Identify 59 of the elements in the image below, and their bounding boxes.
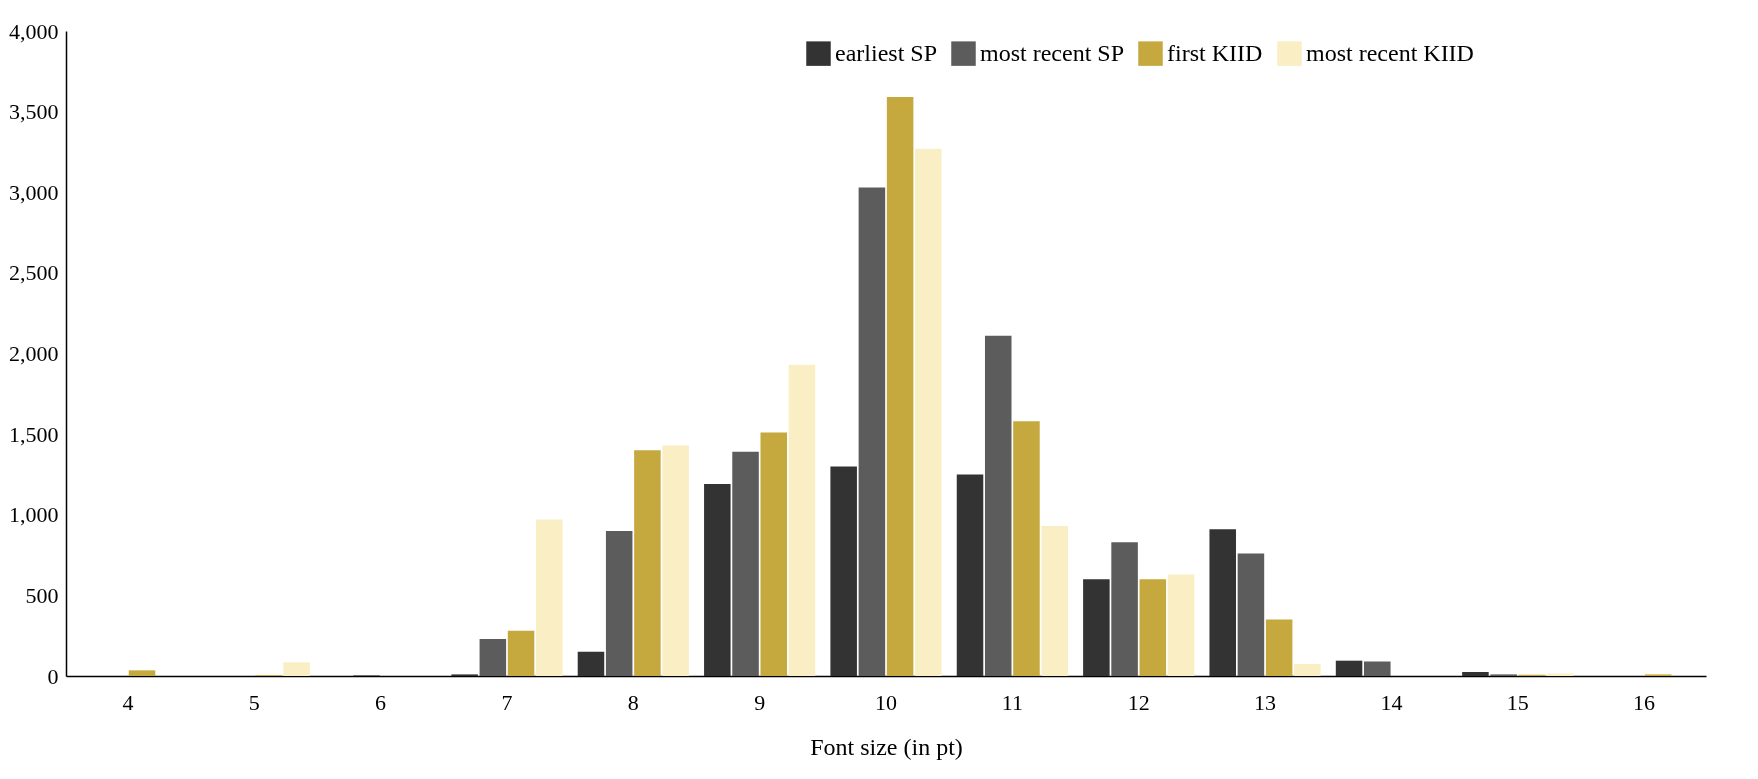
bar [886, 97, 914, 676]
x-tick-label: 9 [754, 689, 766, 715]
bar [1139, 579, 1167, 676]
bar [984, 335, 1012, 676]
bar [536, 519, 563, 676]
bar [634, 450, 661, 676]
legend-label: most recent KIID [1306, 39, 1474, 66]
legend-label: earliest SP [835, 39, 937, 66]
y-tick-label: 4,000 [9, 18, 59, 44]
bar [1209, 529, 1236, 676]
bar [915, 148, 942, 676]
bar [507, 630, 535, 676]
bar [760, 432, 788, 676]
legend-label: first KIID [1167, 39, 1263, 66]
y-tick-label: 1,500 [9, 421, 59, 447]
bar [830, 466, 857, 676]
bar [1265, 619, 1293, 676]
bar [732, 451, 759, 676]
bar [283, 662, 310, 676]
x-tick-label: 11 [1001, 689, 1023, 715]
x-tick-label: 10 [875, 689, 897, 715]
bar [1335, 660, 1363, 676]
y-tick-label: 3,000 [9, 179, 59, 205]
bar [662, 445, 689, 676]
bar [479, 638, 507, 676]
bar [605, 530, 633, 676]
bar [704, 484, 731, 676]
bar [1462, 671, 1489, 676]
bar [1237, 553, 1265, 676]
y-tick-label: 1,000 [9, 502, 59, 528]
bar [1364, 661, 1391, 676]
legend-label: most recent SP [980, 39, 1124, 66]
x-tick-label: 14 [1380, 689, 1403, 715]
y-tick-label: 3,500 [9, 99, 59, 125]
bar [1111, 542, 1138, 676]
y-tick-label: 2,500 [9, 260, 59, 286]
x-tick-label: 13 [1254, 689, 1277, 715]
x-tick-label: 8 [627, 689, 639, 715]
bar [1083, 579, 1110, 676]
bar [788, 364, 816, 676]
x-tick-label: 4 [122, 689, 134, 715]
x-tick-label: 12 [1127, 689, 1150, 715]
bar [1167, 574, 1195, 676]
x-tick-label: 7 [501, 689, 513, 715]
bar [858, 187, 886, 676]
x-tick-label: 15 [1506, 689, 1529, 715]
y-tick-label: 0 [47, 663, 59, 689]
y-tick-label: 500 [25, 582, 59, 608]
bar [128, 670, 156, 676]
x-tick-label: 6 [375, 689, 387, 715]
x-tick-label: 16 [1633, 689, 1656, 715]
y-tick-label: 2,000 [9, 341, 59, 366]
bar [577, 651, 605, 676]
bar [956, 474, 984, 676]
x-tick-label: 5 [248, 689, 260, 715]
x-axis-title: Font size (in pt) [810, 733, 963, 760]
bar [1041, 526, 1068, 676]
bar [1294, 663, 1321, 676]
bar [1013, 421, 1040, 676]
